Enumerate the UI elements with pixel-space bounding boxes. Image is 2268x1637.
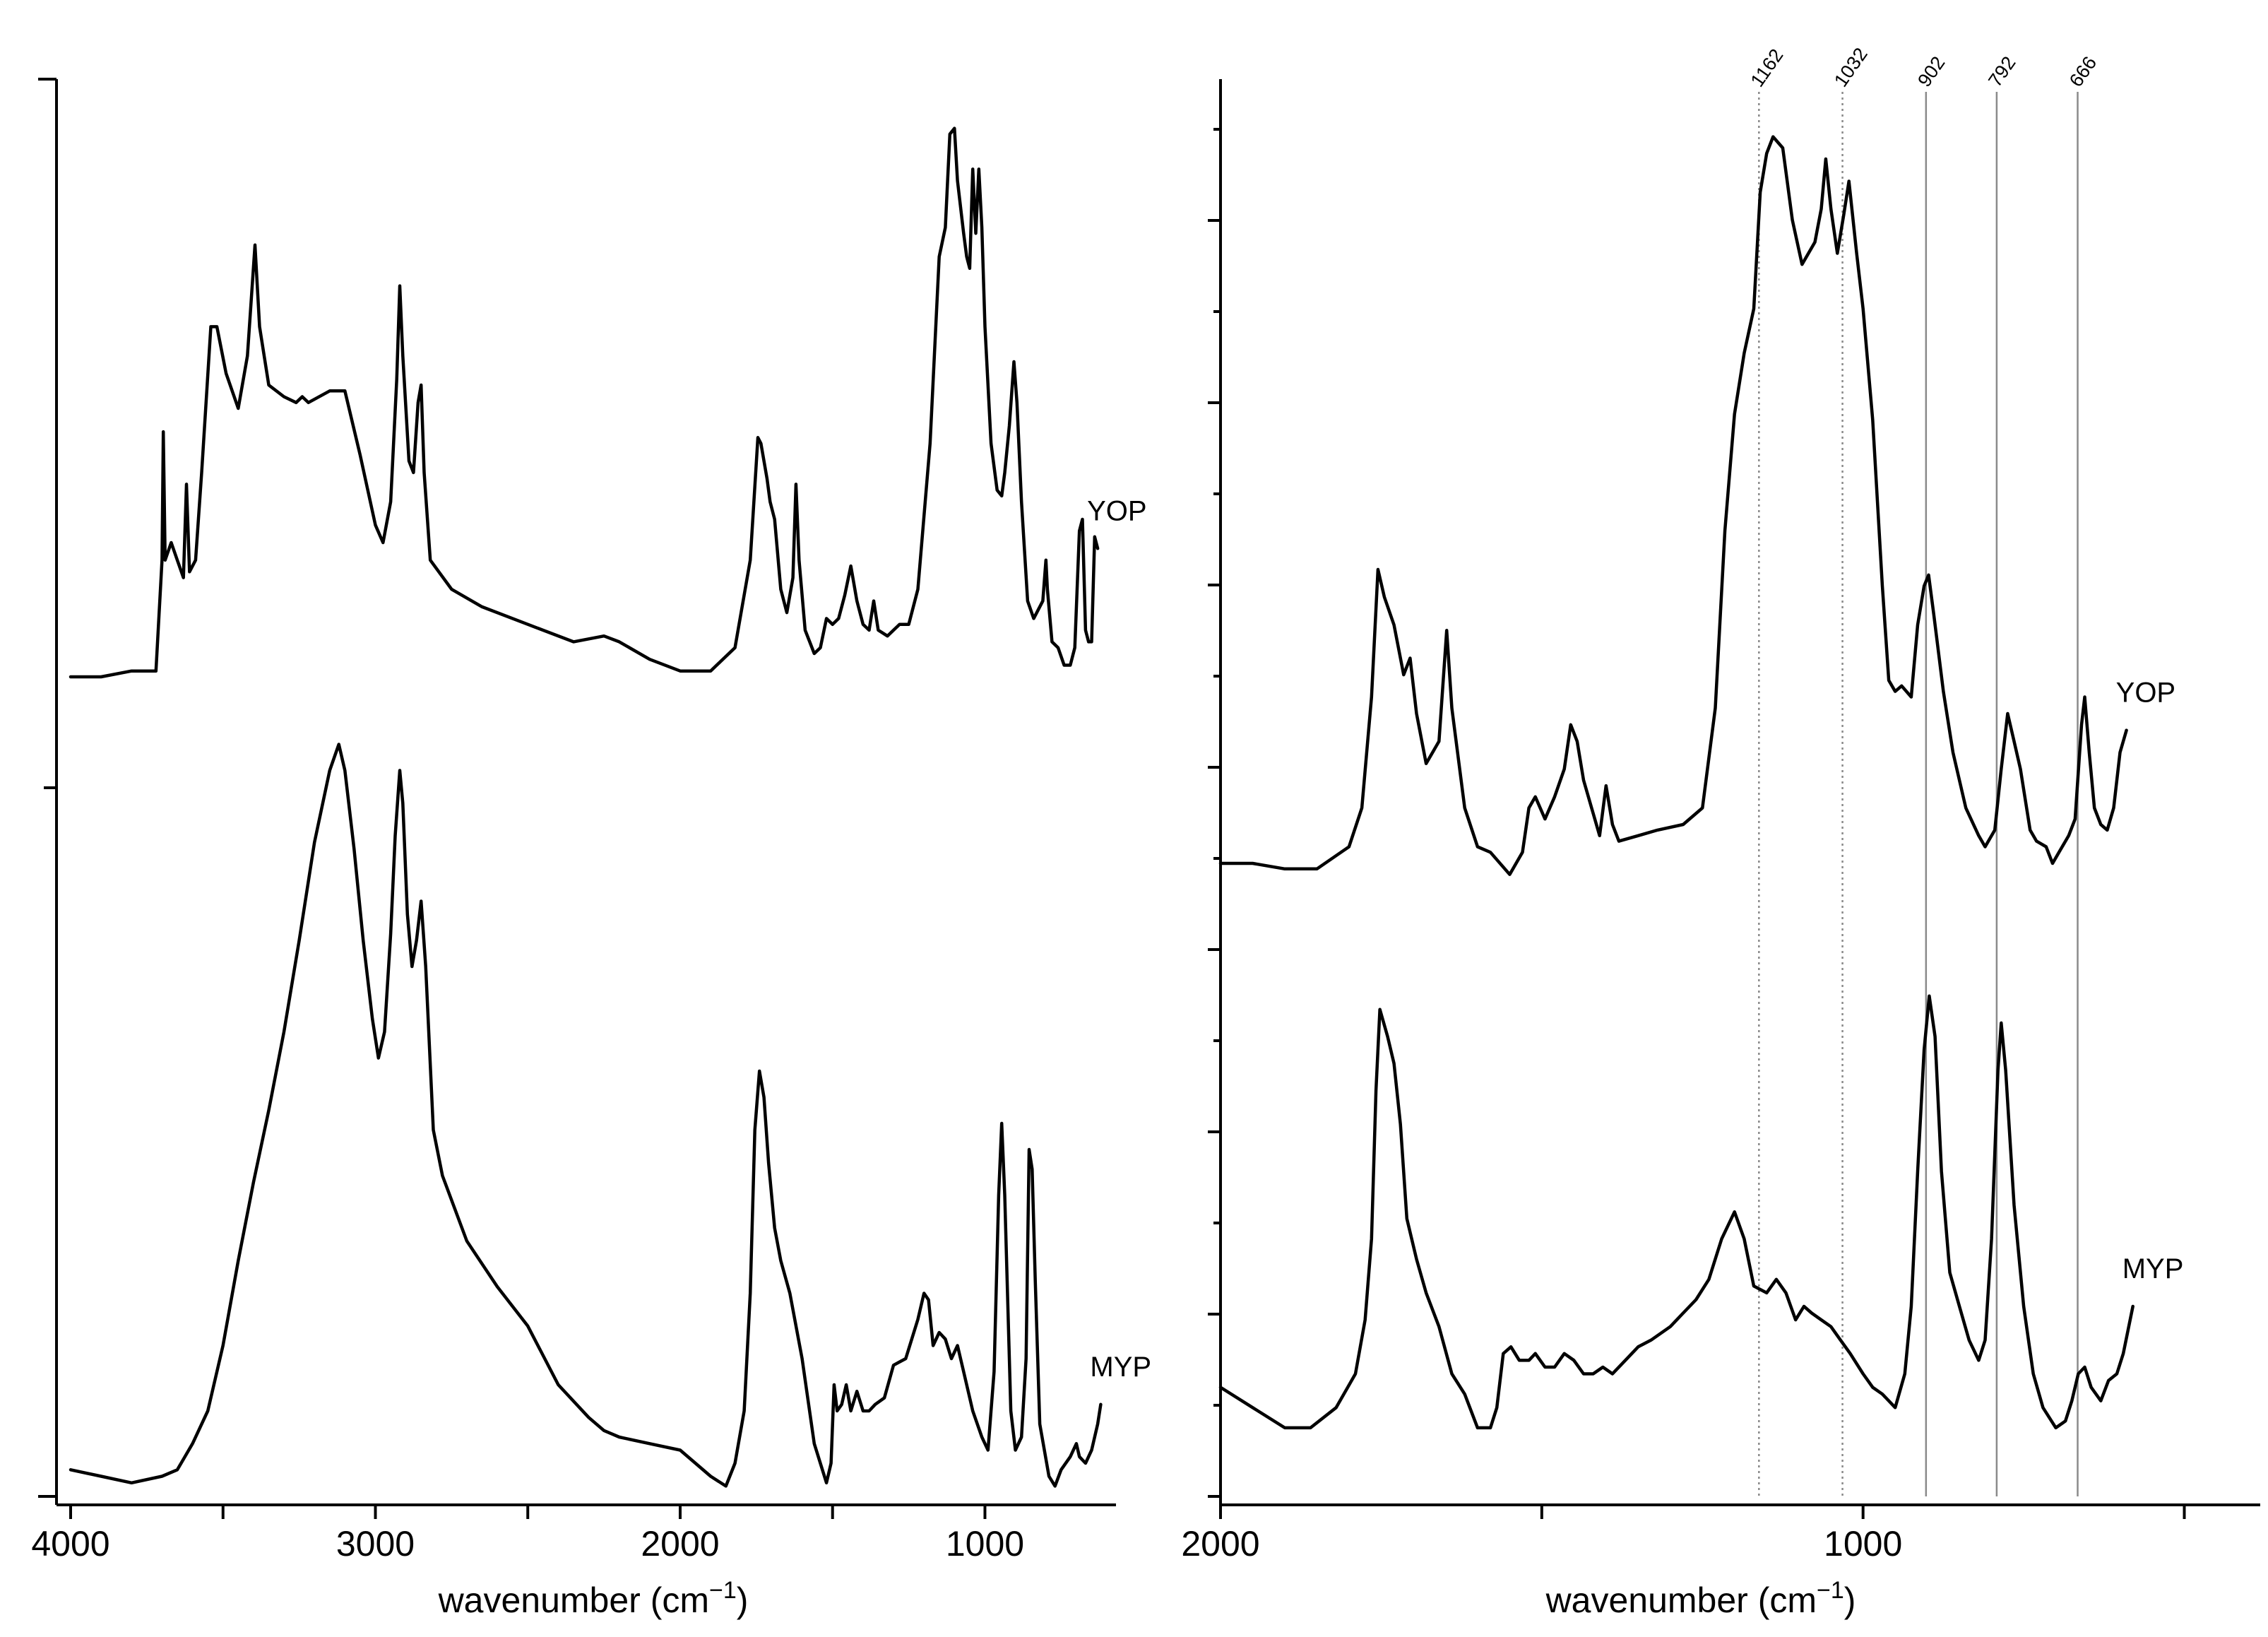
right-series-label-yop: YOP: [2116, 678, 2175, 709]
right-series-label-myp: MYP: [2122, 1253, 2184, 1284]
reference-line-label-1162: 1162: [1747, 45, 1788, 91]
right-x-tick-label: 2000: [1181, 1524, 1259, 1564]
left-x-axis-label: wavenumber (cm−1): [438, 1577, 749, 1620]
reference-line-label-666: 666: [2065, 52, 2101, 90]
left-series-yop-line: [69, 126, 1100, 679]
left-series-label-yop: YOP: [1087, 495, 1146, 526]
left-series-myp-line: [69, 743, 1103, 1488]
right-panel: 2000 1000 wavenumber (cm−1) 1162 1032 902 792 6…: [1181, 44, 2260, 1620]
left-series-label-myp: MYP: [1090, 1352, 1151, 1383]
reference-line-label-792: 792: [1984, 52, 2019, 90]
left-panel: 4000 3000 2000 1000 wavenumber (cm−1) YOP MYP: [31, 78, 1151, 1620]
reference-line-label-1032: 1032: [1830, 44, 1872, 90]
left-x-tick-label: 1000: [946, 1524, 1024, 1564]
left-x-tick-label: 2000: [641, 1524, 719, 1564]
right-series-myp-line: [1218, 994, 2135, 1430]
right-x-tick-label: 1000: [1824, 1524, 1902, 1564]
reference-line-label-902: 902: [1913, 52, 1949, 90]
left-x-tick-label: 3000: [336, 1524, 415, 1564]
right-series-yop-line: [1218, 135, 2128, 876]
left-x-tick-label: 4000: [31, 1524, 109, 1564]
right-x-axis-label: wavenumber (cm−1): [1545, 1577, 1856, 1620]
